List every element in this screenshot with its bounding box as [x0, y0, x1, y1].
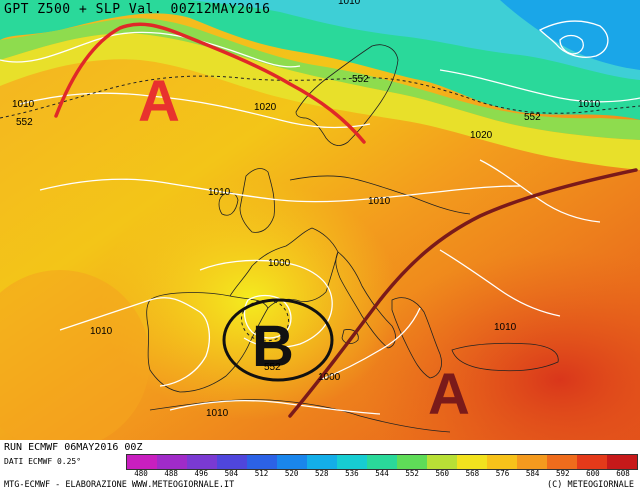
isobar-label-layer: 1010 1010 1010 1020 1020 1010 1010 1000 … — [12, 0, 601, 419]
legend-value: 480 — [134, 469, 148, 478]
northern-green-transition — [0, 18, 640, 141]
low-iberia-marker: B — [252, 314, 294, 379]
geopotential-label-layer: 552 552 552 552 — [16, 74, 541, 373]
legend-value: 544 — [375, 469, 389, 478]
legend-value: 536 — [345, 469, 359, 478]
legend-swatch — [457, 455, 487, 469]
sw-orange-blob — [0, 270, 150, 450]
isobar-label: 1000 — [268, 258, 291, 269]
anticyclone-east-marker: A — [428, 362, 470, 427]
map-title: GPT Z500 + SLP Val. 00Z12MAY2016 — [4, 2, 271, 17]
legend-swatch — [217, 455, 247, 469]
isobar-label: 1010 — [578, 99, 601, 110]
legend-swatch — [337, 455, 367, 469]
legend-value: 592 — [556, 469, 570, 478]
coastlines — [146, 44, 559, 433]
legend-value: 600 — [586, 469, 600, 478]
legend-value: 584 — [525, 469, 540, 478]
anticyclone-atlantic-marker: A — [138, 69, 180, 134]
color-scale-legend — [126, 454, 638, 470]
legend-swatch — [277, 455, 307, 469]
legend-swatch — [607, 455, 637, 469]
isobar-label: 1010 — [208, 187, 231, 198]
isobar-contours — [0, 20, 640, 415]
legend-swatch — [547, 455, 577, 469]
legend-value: 512 — [254, 469, 269, 478]
credit-right: (C) METEOGIORNALE — [547, 480, 634, 490]
legend-swatch — [367, 455, 397, 469]
credit-left: MTG-ECMWF - ELABORAZIONE WWW.METEOGIORNA… — [4, 480, 235, 490]
legend-value: 488 — [164, 469, 178, 478]
isobar-label: 1010 — [494, 322, 517, 333]
legend-swatch — [187, 455, 217, 469]
geopotential-552-line — [0, 75, 640, 119]
geopotential-label: 552 — [16, 117, 33, 128]
legend-value: 568 — [465, 469, 480, 478]
isobar-label: 1010 — [338, 0, 361, 7]
legend-swatch — [247, 455, 277, 469]
legend-swatch — [307, 455, 337, 469]
northern-cyan-band — [0, 0, 640, 80]
color-scale-labels: 480 488 496 504 512 520 528 536 544 552 560 568 576 5… — [126, 469, 638, 478]
low-pressure-ring — [222, 298, 334, 382]
isobar-label: 1020 — [254, 102, 277, 113]
legend-value: 520 — [284, 469, 299, 478]
legend-swatch — [487, 455, 517, 469]
legend-value: 496 — [194, 469, 209, 478]
data-info: DATI ECMWF 0.25° — [4, 457, 82, 466]
legend-value: 528 — [315, 469, 329, 478]
isobar-label: 1000 — [318, 372, 341, 383]
isobar-label: 1020 — [470, 130, 493, 141]
legend-swatch — [157, 455, 187, 469]
isobar-label: 1010 — [206, 408, 229, 419]
isobar-label: 1010 — [90, 326, 113, 337]
legend-swatch — [427, 455, 457, 469]
geopotential-label: 552 — [352, 74, 369, 85]
eastern-warm-blob — [360, 250, 640, 493]
isobar-label: 1010 — [12, 99, 35, 110]
run-info: RUN ECMWF 06MAY2016 00Z — [4, 442, 143, 453]
legend-value: 560 — [435, 469, 450, 478]
legend-swatch — [577, 455, 607, 469]
legend-value: 552 — [405, 469, 419, 478]
legend-value: 608 — [616, 469, 630, 478]
legend-swatch — [517, 455, 547, 469]
geopotential-label: 552 — [264, 362, 281, 373]
legend-swatch — [127, 455, 157, 469]
ridge-axis-east — [288, 168, 638, 418]
legend-value: 576 — [495, 469, 510, 478]
ridge-axis-atlantic — [54, 22, 366, 144]
isobar-label: 1010 — [368, 196, 391, 207]
geopotential-label: 552 — [524, 112, 541, 123]
legend-value: 504 — [224, 469, 239, 478]
legend-swatch — [397, 455, 427, 469]
